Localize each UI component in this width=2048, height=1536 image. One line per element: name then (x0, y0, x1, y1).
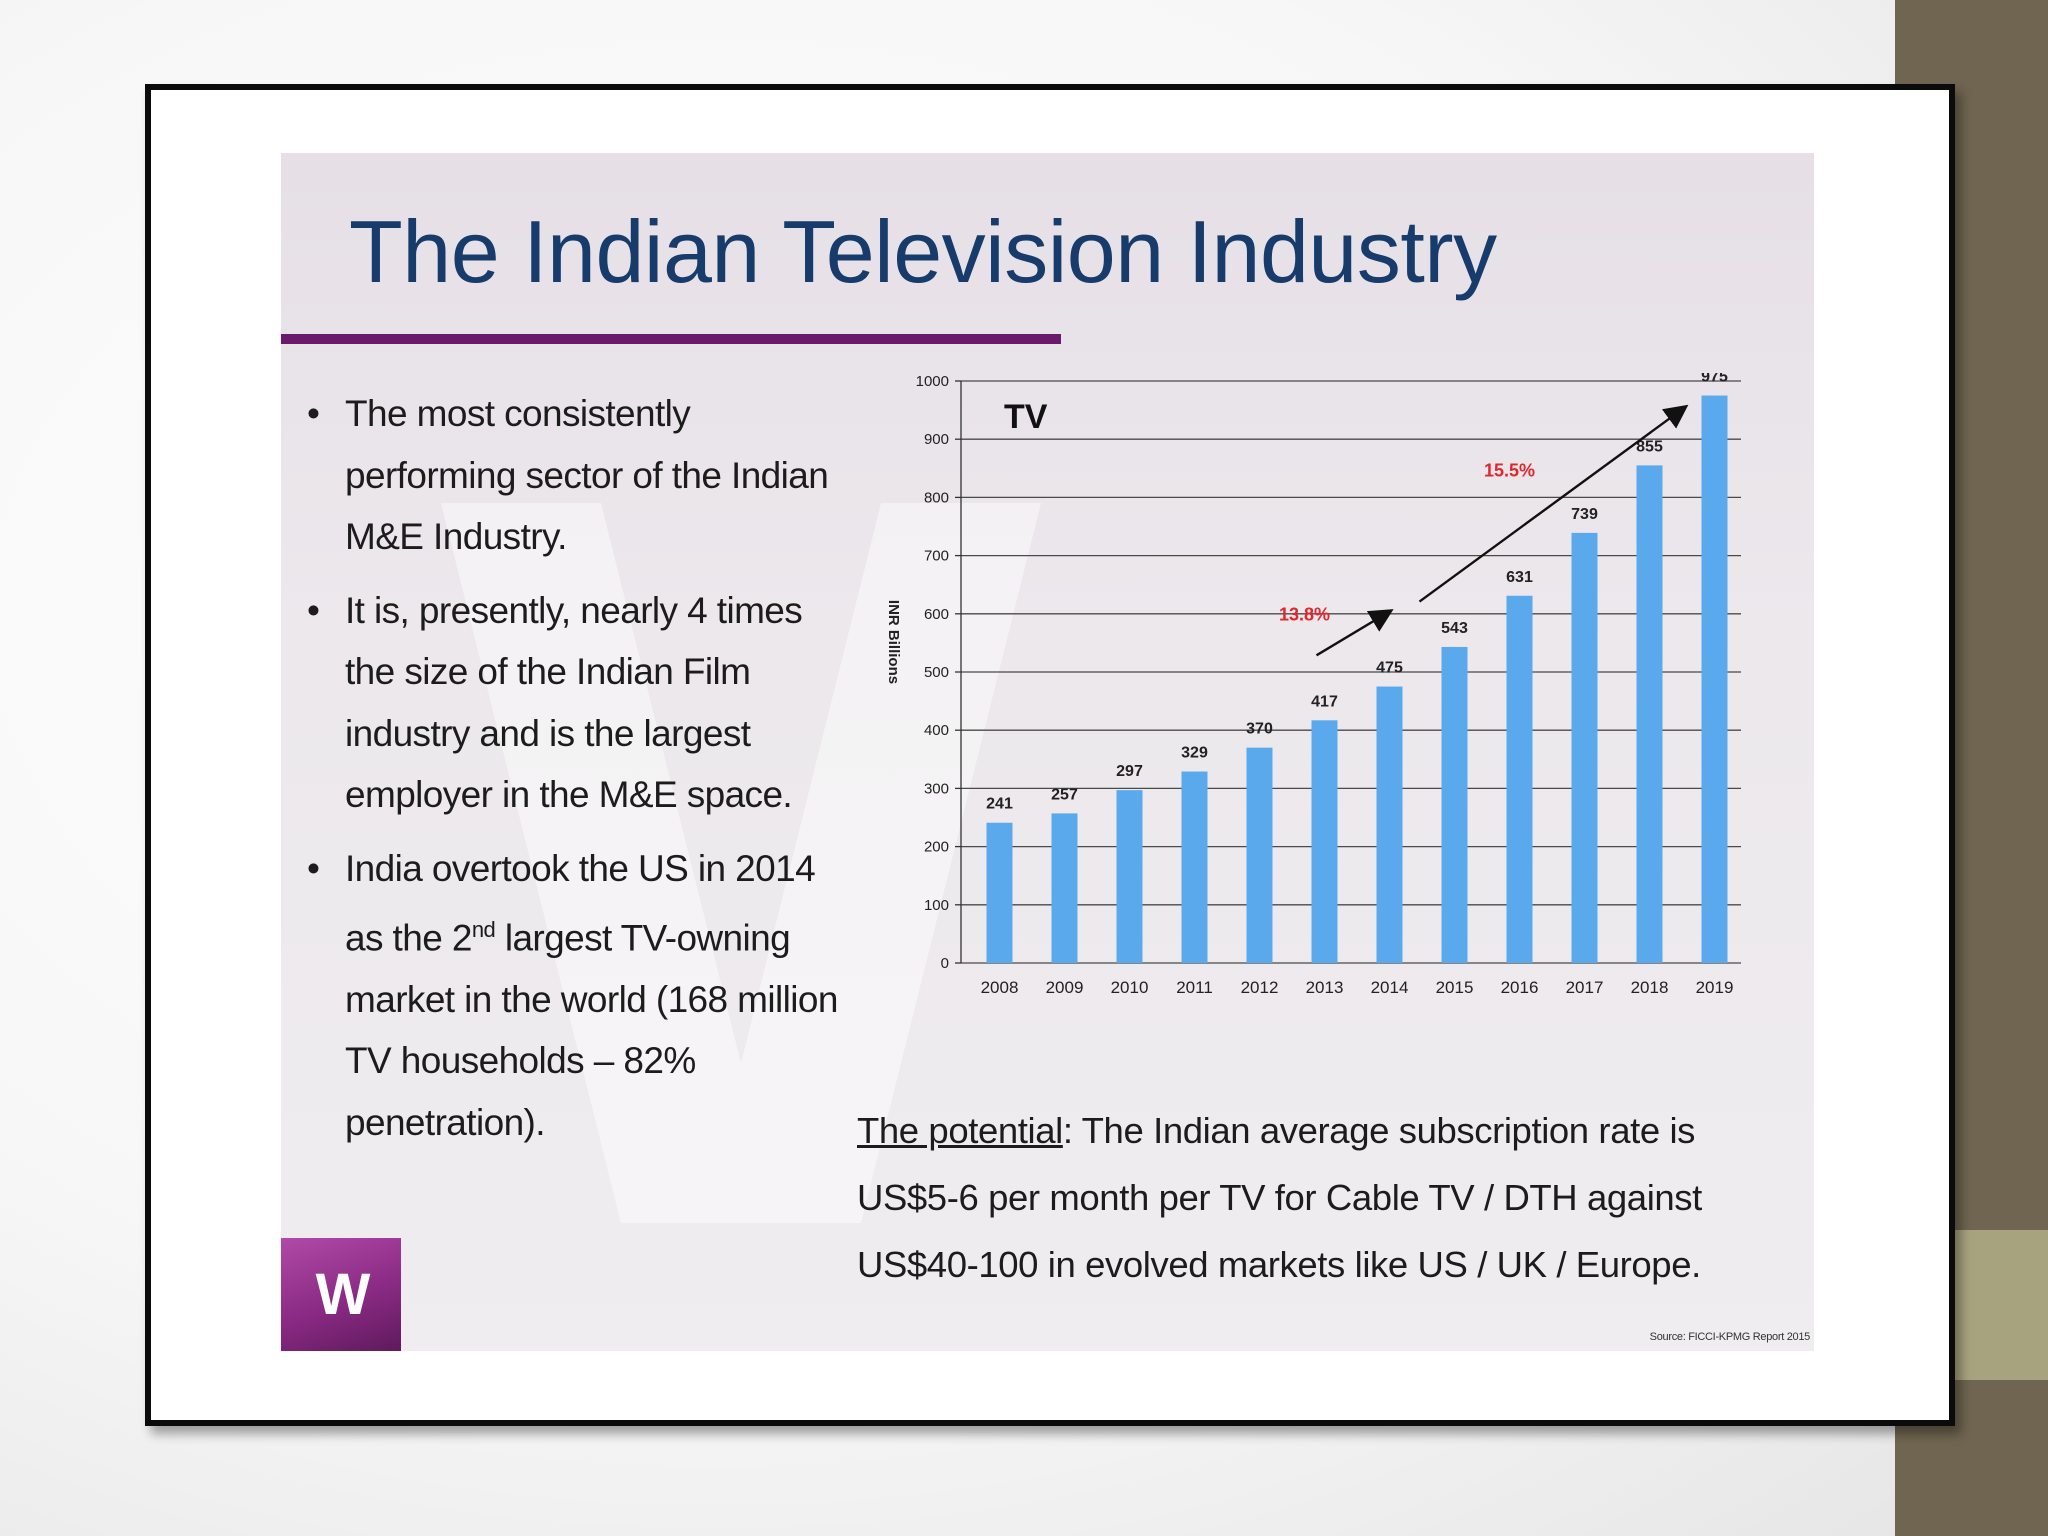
bar (1636, 465, 1663, 963)
y-tick-label: 500 (924, 664, 949, 681)
y-tick-label: 800 (924, 489, 949, 506)
y-tick-label: 900 (924, 431, 949, 448)
bar (1441, 646, 1468, 963)
bar (986, 822, 1013, 963)
x-tick-label: 2010 (1111, 978, 1149, 997)
growth-arrow (1418, 404, 1689, 603)
x-tick-label: 2019 (1696, 978, 1734, 997)
data-label: 855 (1636, 438, 1663, 455)
y-tick-label: 700 (924, 548, 949, 565)
slide: The Indian Television Industry The most … (281, 153, 1814, 1351)
x-tick-label: 2009 (1046, 978, 1084, 997)
x-tick-label: 2015 (1436, 978, 1474, 997)
x-tick-label: 2016 (1501, 978, 1539, 997)
bar (1506, 595, 1533, 963)
bar (1571, 532, 1598, 963)
bullet-list: The most consistently performing sector … (307, 383, 847, 1165)
y-tick-label: 0 (941, 955, 949, 972)
y-axis-label: INR Billions (885, 600, 902, 684)
ordinal-suffix: nd (471, 917, 496, 942)
data-label: 370 (1246, 721, 1273, 738)
x-tick-label: 2018 (1631, 978, 1669, 997)
bar (1116, 790, 1143, 963)
logo-letter: W (315, 1262, 371, 1327)
x-tick-label: 2008 (981, 978, 1019, 997)
y-tick-label: 100 (924, 897, 949, 914)
bullet-text: India overtook the US in 2014 as the 2 (345, 847, 816, 959)
potential-text: : The Indian average subscription rate i… (857, 1110, 1702, 1285)
growth-label: 15.5% (1484, 461, 1535, 481)
growth-label: 13.8% (1279, 604, 1330, 624)
data-label: 329 (1181, 745, 1208, 762)
bar (1311, 720, 1338, 963)
y-tick-label: 600 (924, 606, 949, 623)
data-label: 241 (986, 796, 1013, 813)
bar (1181, 771, 1208, 963)
data-label: 739 (1571, 506, 1598, 523)
y-tick-label: 200 (924, 839, 949, 856)
x-tick-label: 2013 (1306, 978, 1344, 997)
growth-arrow (1315, 609, 1394, 657)
side-decor-accent (1955, 1230, 2048, 1380)
bullet-item: It is, presently, nearly 4 times the siz… (307, 580, 847, 826)
title-underline (281, 334, 1061, 344)
chart-title: TV (1004, 398, 1048, 436)
tv-bar-chart: 0 100 200 300 400 500 600 700 800 900 1000 241 2008 2… (885, 373, 1741, 997)
x-tick-label: 2012 (1241, 978, 1279, 997)
x-tick-label: 2014 (1371, 978, 1409, 997)
data-label: 417 (1311, 693, 1338, 710)
bullet-item: India overtook the US in 2014 as the 2nd… (307, 838, 847, 1154)
potential-note: The potential: The Indian average subscr… (857, 1097, 1802, 1298)
bar (1376, 686, 1403, 963)
bar (1701, 395, 1728, 963)
x-tick-label: 2011 (1176, 978, 1213, 997)
page-title: The Indian Television Industry (349, 202, 1497, 301)
brand-logo: W (281, 1238, 401, 1351)
bullet-item: The most consistently performing sector … (307, 383, 847, 568)
source-note: Source: FICCI-KPMG Report 2015 (1649, 1331, 1811, 1343)
data-label: 257 (1051, 786, 1078, 803)
y-tick-label: 400 (924, 722, 949, 739)
y-tick-label: 300 (924, 780, 949, 797)
data-label: 543 (1441, 620, 1468, 637)
bar (1246, 747, 1273, 963)
potential-lead: The potential (857, 1110, 1063, 1151)
y-tick-label: 1000 (916, 373, 949, 390)
data-label: 475 (1376, 660, 1403, 677)
data-label: 631 (1506, 569, 1533, 586)
x-tick-label: 2017 (1566, 978, 1604, 997)
data-label: 297 (1116, 763, 1143, 780)
bar (1051, 813, 1078, 963)
data-label: 975 (1701, 373, 1728, 386)
bullet-text: largest TV-owning market in the world (1… (345, 917, 838, 1143)
